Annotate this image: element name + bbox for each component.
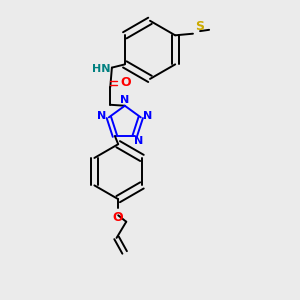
Text: N: N — [143, 111, 152, 121]
Text: N: N — [97, 111, 106, 121]
Text: O: O — [113, 211, 124, 224]
Text: N: N — [134, 136, 143, 146]
Text: HN: HN — [92, 64, 110, 74]
Text: N: N — [120, 95, 129, 105]
Text: O: O — [120, 76, 130, 89]
Text: S: S — [195, 20, 204, 33]
